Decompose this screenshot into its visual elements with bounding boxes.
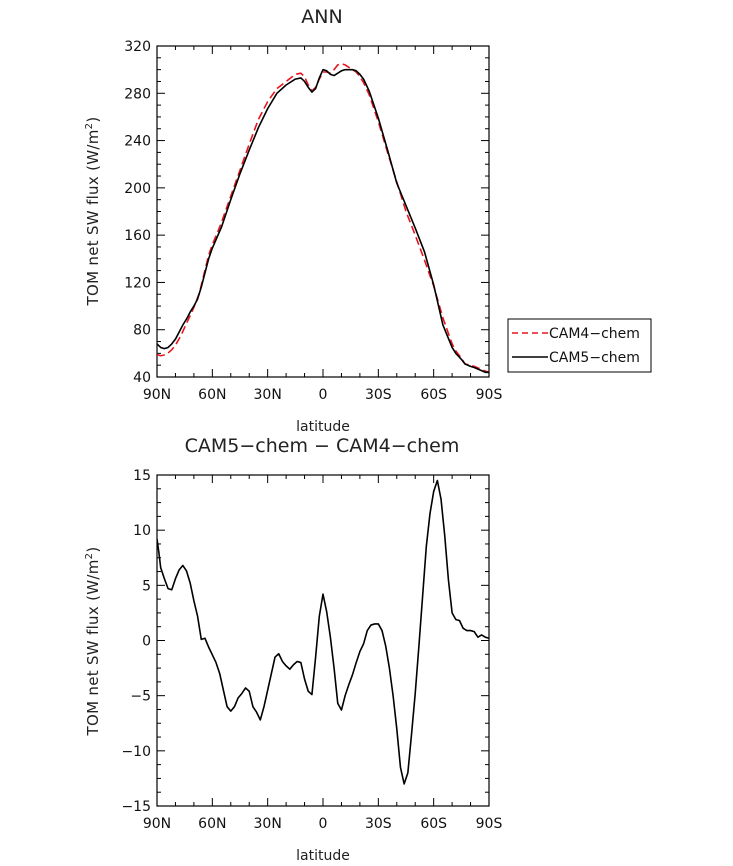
y-tick-label: 240 bbox=[124, 134, 151, 150]
cam4-chem-series-line bbox=[157, 62, 489, 374]
y-tick-label: 40 bbox=[133, 370, 151, 386]
x-tick-label: 90N bbox=[143, 816, 171, 832]
y-tick-label: 280 bbox=[124, 86, 151, 102]
bottom-panel: CAM5−chem − CAM4−chem 90N 60N 30N 0 30S 60S 90… bbox=[84, 435, 502, 864]
top-series-layer bbox=[157, 62, 489, 374]
top-ticks bbox=[156, 45, 490, 378]
cam5-chem-series-line bbox=[157, 68, 489, 374]
x-tick-label: 90N bbox=[143, 387, 171, 403]
x-tick-label: 60N bbox=[198, 387, 226, 403]
top-ylabel-sup: 2 bbox=[84, 123, 95, 130]
y-tick-label: 200 bbox=[124, 181, 151, 197]
y-tick-label: 5 bbox=[142, 578, 151, 594]
top-chart-title: ANN bbox=[301, 6, 342, 28]
legend-label-cam4: CAM4−chem bbox=[549, 326, 640, 342]
x-tick-label: 30S bbox=[365, 387, 392, 403]
top-y-axis-label: TOM net SW flux (W/m2) bbox=[84, 117, 102, 307]
top-ylabel-close: ) bbox=[84, 117, 102, 123]
bottom-y-axis-label: TOM net SW flux (W/m2) bbox=[84, 547, 102, 737]
x-tick-label: 30N bbox=[254, 387, 282, 403]
x-tick-label: 0 bbox=[319, 387, 328, 403]
top-x-axis-label: latitude bbox=[296, 419, 350, 435]
difference-series-line bbox=[157, 479, 489, 785]
y-tick-label: 15 bbox=[133, 468, 151, 484]
x-tick-label: 60S bbox=[420, 387, 447, 403]
x-tick-label: 90S bbox=[476, 387, 503, 403]
bottom-chart-title: CAM5−chem − CAM4−chem bbox=[185, 435, 460, 457]
bottom-ylabel-sup: 2 bbox=[84, 553, 95, 560]
legend-box bbox=[507, 318, 652, 373]
y-tick-label: 80 bbox=[133, 323, 151, 339]
x-tick-label: 30N bbox=[254, 816, 282, 832]
top-panel: ANN 90N 60N 30N 0 30S 60S 90S 40 80 120 160 200 240 2… bbox=[84, 6, 652, 435]
bottom-ticks bbox=[156, 474, 490, 807]
legend-label-cam5: CAM5−chem bbox=[549, 350, 640, 366]
bottom-x-axis-label: latitude bbox=[296, 848, 350, 864]
top-plot-frame bbox=[156, 45, 490, 378]
y-tick-label: −5 bbox=[130, 689, 151, 705]
y-tick-label: −15 bbox=[121, 799, 151, 815]
bottom-series-layer bbox=[157, 479, 489, 785]
y-tick-label: 160 bbox=[124, 228, 151, 244]
x-tick-label: 90S bbox=[476, 816, 503, 832]
y-tick-label: 320 bbox=[124, 39, 151, 55]
y-tick-label: 10 bbox=[133, 523, 151, 539]
legend: CAM4−chem CAM5−chem bbox=[507, 318, 652, 373]
bottom-tick-labels: 90N 60N 30N 0 30S 60S 90S −15 −10 −5 0 5 10 15 bbox=[121, 468, 502, 832]
top-ylabel-text: TOM net SW flux (W/m bbox=[84, 129, 102, 306]
x-tick-label: 0 bbox=[319, 816, 328, 832]
y-tick-label: −10 bbox=[121, 744, 151, 760]
y-tick-label: 0 bbox=[142, 634, 151, 650]
x-tick-label: 60N bbox=[198, 816, 226, 832]
bottom-plot-frame bbox=[156, 474, 490, 807]
x-tick-label: 60S bbox=[420, 816, 447, 832]
bottom-ylabel-close: ) bbox=[84, 547, 102, 553]
x-tick-label: 30S bbox=[365, 816, 392, 832]
bottom-ylabel-text: TOM net SW flux (W/m bbox=[84, 559, 102, 736]
top-tick-labels: 90N 60N 30N 0 30S 60S 90S 40 80 120 160 200 240 280 32… bbox=[124, 39, 502, 403]
y-tick-label: 120 bbox=[124, 275, 151, 291]
